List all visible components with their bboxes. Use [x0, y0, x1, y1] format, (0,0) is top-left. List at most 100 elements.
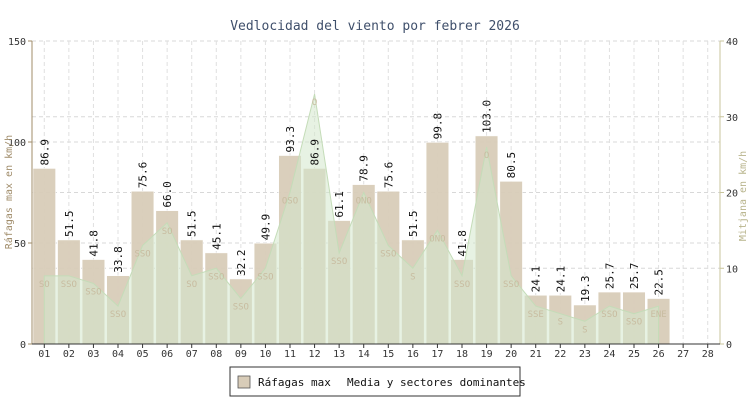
value-label-08: 45.1: [210, 223, 223, 250]
chart-title: Vedlocidad del viento por febrer 2026: [230, 19, 520, 34]
value-label-16: 51.5: [407, 210, 420, 237]
sector-label-19: O: [484, 151, 489, 161]
x-tick-label-22: 22: [554, 349, 566, 360]
value-label-20: 80.5: [505, 152, 518, 179]
sector-label-13: SSO: [331, 257, 347, 267]
x-tick-label-19: 19: [481, 349, 493, 360]
value-label-22: 24.1: [554, 266, 567, 293]
x-tick-label-03: 03: [87, 349, 99, 360]
legend-swatch-gusts: [237, 375, 251, 389]
value-label-12: 86.9: [309, 139, 322, 166]
sector-label-09: SSO: [233, 303, 249, 313]
value-label-15: 75.6: [382, 162, 395, 189]
x-tick-label-17: 17: [431, 349, 443, 360]
sector-label-26: ENE: [650, 310, 666, 320]
y-tick-label-right: 10: [726, 264, 738, 275]
sector-label-20: SSO: [503, 280, 519, 290]
value-labels-layer: 86.9 51.5 41.8 33.8 75.6 66.0 51.5 45.1 32.2 49.9…: [38, 100, 665, 302]
value-label-07: 51.5: [186, 210, 199, 237]
sector-label-08: SSO: [208, 272, 224, 282]
sector-label-15: SSO: [380, 250, 396, 260]
legend-label-mean: Media y sectores dominantes: [347, 376, 526, 389]
value-label-04: 33.8: [112, 246, 125, 273]
value-label-11: 93.3: [284, 126, 297, 153]
value-label-06: 66.0: [161, 181, 174, 208]
value-label-13: 61.1: [333, 191, 346, 218]
x-tick-label-05: 05: [137, 349, 149, 360]
value-label-25: 25.7: [628, 263, 641, 290]
sector-label-10: SSO: [257, 272, 273, 282]
legend-label-gusts: Ráfagas max: [258, 376, 331, 389]
value-label-14: 78.9: [358, 155, 371, 182]
y-tick-label-left: 100: [8, 138, 26, 149]
x-tick-label-07: 07: [186, 349, 198, 360]
sector-label-12: O: [312, 98, 317, 108]
value-label-26: 22.5: [653, 269, 666, 296]
y-tick-label-right: 0: [726, 340, 732, 351]
x-tick-label-18: 18: [456, 349, 468, 360]
x-tick-label-25: 25: [628, 349, 640, 360]
x-tick-label-15: 15: [382, 349, 394, 360]
sector-label-24: SSO: [601, 310, 617, 320]
value-label-02: 51.5: [63, 210, 76, 237]
x-tick-label-21: 21: [530, 349, 542, 360]
sector-label-01: SO: [39, 280, 50, 290]
value-label-01: 86.9: [38, 139, 51, 166]
x-tick-label-23: 23: [579, 349, 591, 360]
x-tick-label-09: 09: [235, 349, 247, 360]
y-axis-label-left: Ráfagas max en km/h: [3, 135, 15, 249]
value-label-10: 49.9: [259, 214, 272, 241]
sector-label-18: SSO: [454, 280, 470, 290]
value-label-23: 19.3: [579, 276, 592, 303]
value-label-03: 41.8: [87, 230, 100, 257]
sector-label-02: SSO: [61, 280, 77, 290]
y-tick-label-left: 50: [14, 239, 26, 250]
x-tick-label-28: 28: [702, 349, 714, 360]
value-label-05: 75.6: [137, 162, 150, 189]
sector-label-11: OSO: [282, 197, 298, 207]
sector-label-17: ONO: [429, 234, 445, 244]
x-tick-label-10: 10: [259, 349, 271, 360]
sector-label-06: SO: [162, 227, 173, 237]
sector-label-07: SO: [186, 280, 197, 290]
y-tick-label-left: 0: [20, 340, 26, 351]
x-tick-label-06: 06: [161, 349, 173, 360]
value-label-18: 41.8: [456, 230, 469, 257]
value-label-17: 99.8: [431, 113, 444, 140]
value-label-09: 32.2: [235, 249, 248, 276]
x-tick-label-16: 16: [407, 349, 419, 360]
x-tick-label-08: 08: [210, 349, 222, 360]
sector-label-05: SSO: [134, 250, 150, 260]
y-axis-label-right: Mitjana en km/h: [738, 151, 749, 241]
sector-label-14: ONO: [356, 197, 372, 207]
sector-label-21: SSE: [528, 310, 544, 320]
sector-label-04: SSO: [110, 310, 126, 320]
sector-label-25: SSO: [626, 318, 642, 328]
sector-label-16: S: [410, 272, 415, 282]
y-tick-label-right: 30: [726, 113, 738, 124]
x-tick-label-26: 26: [653, 349, 665, 360]
sector-label-23: S: [582, 325, 587, 335]
sector-label-22: S: [558, 318, 563, 328]
sector-labels-layer: SO SSOSSOSSOSSOSOSOSSOSSOSSOOSOOSSOONOSSO…: [39, 98, 667, 335]
x-tick-label-13: 13: [333, 349, 345, 360]
x-tick-label-02: 02: [63, 349, 75, 360]
mean-series-layer: [43, 93, 660, 345]
value-label-24: 25.7: [603, 263, 616, 290]
y-tick-label-left: 150: [8, 37, 26, 48]
axis-layer: 0 50 100 150 0 10 20 30 40 01 02 03 04 05 06 07 08 09 10 11…: [8, 37, 738, 360]
x-tick-label-12: 12: [309, 349, 321, 360]
x-tick-label-01: 01: [38, 349, 50, 360]
legend-box: [229, 366, 521, 397]
legend: Ráfagas max Media y sectores dominantes: [229, 366, 526, 397]
x-tick-label-14: 14: [358, 349, 370, 360]
value-label-19: 103.0: [481, 100, 494, 133]
y-tick-label-right: 20: [726, 189, 738, 200]
value-label-21: 24.1: [530, 266, 543, 293]
x-tick-label-11: 11: [284, 349, 296, 360]
x-tick-label-24: 24: [603, 349, 615, 360]
y-tick-label-right: 40: [726, 37, 738, 48]
mean-area: [43, 93, 660, 345]
